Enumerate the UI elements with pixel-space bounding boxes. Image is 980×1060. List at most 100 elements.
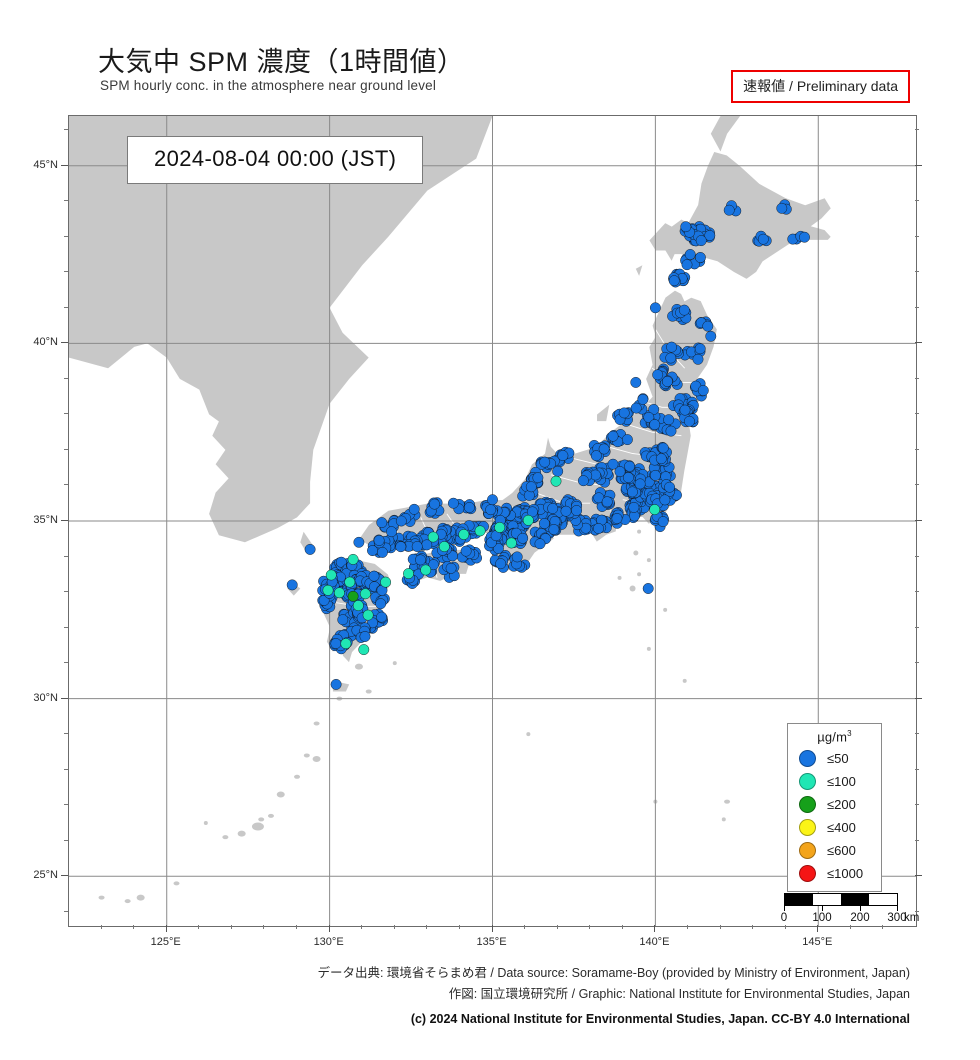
station-marker[interactable] <box>678 304 690 316</box>
station-marker[interactable] <box>607 458 619 470</box>
station-marker[interactable] <box>704 230 716 241</box>
station-marker[interactable] <box>634 478 646 490</box>
station-marker[interactable] <box>649 504 661 516</box>
station-marker[interactable] <box>347 590 359 602</box>
station-marker[interactable] <box>538 518 550 529</box>
station-marker[interactable] <box>525 481 537 493</box>
station-marker[interactable] <box>614 466 626 478</box>
station-marker[interactable] <box>665 425 677 437</box>
station-marker[interactable] <box>652 369 664 381</box>
station-marker[interactable] <box>601 496 613 508</box>
station-marker[interactable] <box>335 556 347 568</box>
station-marker[interactable] <box>648 403 660 415</box>
station-marker[interactable] <box>665 352 677 364</box>
station-marker[interactable] <box>445 562 457 574</box>
station-marker[interactable] <box>621 434 633 446</box>
station-marker[interactable] <box>681 259 693 271</box>
station-marker[interactable] <box>359 588 371 600</box>
station-marker[interactable] <box>695 235 707 247</box>
station-marker[interactable] <box>663 414 675 426</box>
station-marker[interactable] <box>705 330 717 342</box>
station-marker[interactable] <box>438 541 450 553</box>
station-marker[interactable] <box>539 456 551 468</box>
station-marker[interactable] <box>618 407 630 419</box>
station-marker[interactable] <box>522 514 534 526</box>
station-marker[interactable] <box>474 525 486 537</box>
station-marker[interactable] <box>386 526 397 538</box>
station-marker[interactable] <box>408 503 420 515</box>
station-marker[interactable] <box>630 376 642 388</box>
station-marker[interactable] <box>333 587 345 599</box>
station-marker[interactable] <box>626 486 638 498</box>
station-marker[interactable] <box>458 529 470 540</box>
station-marker[interactable] <box>723 204 735 216</box>
station-marker[interactable] <box>411 541 423 552</box>
station-marker[interactable] <box>757 233 769 245</box>
station-marker[interactable] <box>630 402 642 414</box>
station-marker[interactable] <box>702 320 714 332</box>
station-marker[interactable] <box>655 453 667 465</box>
station-marker[interactable] <box>340 638 352 650</box>
station-marker[interactable] <box>460 545 472 557</box>
station-marker[interactable] <box>560 505 572 517</box>
station-marker[interactable] <box>571 505 583 516</box>
station-marker[interactable] <box>664 481 676 493</box>
station-marker[interactable] <box>593 523 604 534</box>
station-marker[interactable] <box>679 404 691 416</box>
station-marker[interactable] <box>550 475 562 487</box>
station-marker[interactable] <box>657 442 669 454</box>
station-marker[interactable] <box>352 600 364 612</box>
station-marker[interactable] <box>649 302 661 314</box>
station-marker[interactable] <box>344 576 356 588</box>
station-marker[interactable] <box>557 450 569 462</box>
station-marker[interactable] <box>505 537 517 549</box>
station-marker[interactable] <box>322 584 334 596</box>
map-plot-area[interactable]: 2024-08-04 00:00 (JST) <box>68 115 917 927</box>
station-marker[interactable] <box>657 516 669 528</box>
station-marker[interactable] <box>547 503 559 514</box>
station-marker[interactable] <box>347 553 359 565</box>
station-marker[interactable] <box>607 430 619 442</box>
station-marker[interactable] <box>694 252 706 263</box>
station-marker[interactable] <box>661 376 673 387</box>
station-marker[interactable] <box>643 411 655 423</box>
station-marker[interactable] <box>799 231 810 243</box>
station-marker[interactable] <box>694 343 706 355</box>
station-marker[interactable] <box>375 598 387 610</box>
station-marker[interactable] <box>487 494 498 506</box>
station-marker[interactable] <box>427 531 439 543</box>
station-marker[interactable] <box>511 551 523 563</box>
station-marker[interactable] <box>697 385 709 396</box>
station-marker[interactable] <box>611 513 623 524</box>
station-marker[interactable] <box>624 460 636 472</box>
station-marker[interactable] <box>286 579 298 591</box>
station-marker[interactable] <box>548 524 560 535</box>
station-marker[interactable] <box>337 614 349 626</box>
station-marker[interactable] <box>552 465 564 477</box>
station-marker[interactable] <box>359 631 371 642</box>
station-marker[interactable] <box>447 497 459 509</box>
station-marker[interactable] <box>367 545 378 557</box>
station-marker[interactable] <box>353 536 365 548</box>
station-marker[interactable] <box>776 202 788 214</box>
station-marker[interactable] <box>373 535 385 546</box>
station-marker[interactable] <box>517 532 529 544</box>
station-marker[interactable] <box>492 543 504 554</box>
station-marker[interactable] <box>532 472 544 484</box>
station-marker[interactable] <box>683 415 695 427</box>
station-marker[interactable] <box>358 644 370 656</box>
station-marker[interactable] <box>494 521 506 533</box>
station-marker[interactable] <box>420 564 432 576</box>
station-marker[interactable] <box>659 494 671 506</box>
station-marker[interactable] <box>362 609 374 621</box>
station-marker[interactable] <box>395 541 407 553</box>
station-marker[interactable] <box>637 393 649 405</box>
station-marker[interactable] <box>590 450 602 462</box>
station-marker[interactable] <box>415 554 426 566</box>
station-marker[interactable] <box>684 249 696 260</box>
station-marker[interactable] <box>534 538 546 550</box>
station-marker[interactable] <box>403 568 414 580</box>
station-marker[interactable] <box>692 353 704 365</box>
station-marker[interactable] <box>376 517 388 529</box>
station-marker[interactable] <box>380 576 392 588</box>
